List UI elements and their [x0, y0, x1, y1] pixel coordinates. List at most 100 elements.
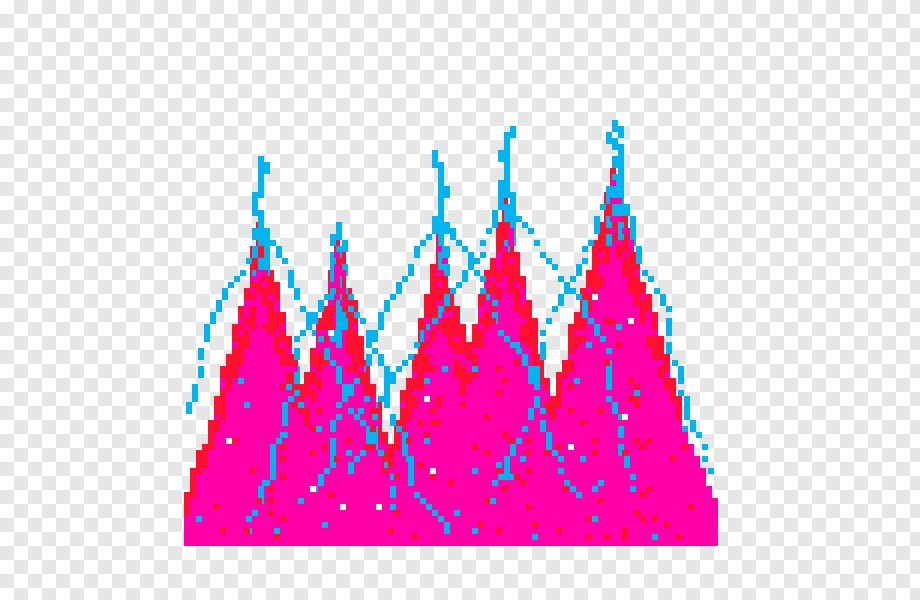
cyan-streak [630, 228, 636, 234]
speckle [466, 360, 472, 366]
cyan-streak [312, 318, 318, 324]
cyan-streak [282, 420, 288, 426]
speckle [436, 270, 442, 276]
magenta-column [688, 444, 694, 546]
speckle [484, 498, 490, 504]
cyan-streak [294, 288, 300, 294]
red-column [640, 282, 646, 324]
cyan-streak [330, 426, 336, 432]
cyan-streak [240, 270, 246, 276]
cyan-streak [282, 402, 288, 408]
speckle [688, 504, 694, 510]
cyan-streak [306, 312, 312, 318]
speckle [328, 300, 334, 306]
cyan-streak [612, 192, 618, 198]
speckle [430, 468, 436, 474]
red-column [298, 384, 304, 414]
speckle [334, 276, 340, 282]
speckle [568, 354, 574, 360]
cyan-streak [528, 408, 534, 414]
magenta-column [568, 360, 574, 546]
magenta-column [496, 288, 502, 546]
cyan-spike [258, 258, 264, 270]
cyan-streak [372, 438, 378, 444]
cyan-streak [450, 288, 456, 294]
cyan-streak [600, 336, 606, 342]
speckle [334, 294, 340, 300]
cyan-streak [672, 360, 678, 366]
speckle [622, 228, 628, 234]
speckle [250, 276, 256, 282]
cyan-spike [438, 258, 444, 270]
cyan-spike [330, 270, 336, 282]
speckle [250, 288, 256, 294]
cyan-streak [438, 306, 444, 312]
cyan-streak [348, 462, 354, 468]
speckle [256, 498, 262, 504]
magenta-column [310, 390, 316, 546]
speckle [508, 228, 514, 234]
magenta-column [370, 408, 376, 546]
speckle [214, 504, 220, 510]
cyan-spike [504, 174, 510, 186]
speckle [616, 342, 622, 348]
speckle [526, 450, 532, 456]
speckle [640, 294, 646, 300]
magenta-column [652, 348, 658, 546]
speckle [442, 258, 448, 264]
cyan-streak [258, 486, 264, 492]
magenta-column [502, 264, 508, 546]
cyan-streak [402, 432, 408, 438]
cyan-streak [582, 312, 588, 318]
cyan-streak [540, 342, 546, 348]
speckle [304, 396, 310, 402]
cyan-streak [330, 360, 336, 366]
red-column [196, 450, 202, 474]
speckle [646, 318, 652, 324]
cyan-streak [690, 426, 696, 432]
cyan-streak [384, 402, 390, 408]
speckle [322, 342, 328, 348]
cyan-streak [390, 372, 396, 378]
speckle [598, 270, 604, 276]
speckle [502, 486, 508, 492]
speckle [304, 402, 310, 408]
magenta-column [424, 360, 430, 546]
cyan-streak [660, 300, 666, 306]
speckle [628, 240, 634, 246]
cyan-streak [618, 426, 624, 432]
cyan-streak [384, 390, 390, 396]
cyan-streak [546, 444, 552, 450]
cyan-spike [618, 180, 624, 192]
cyan-streak [288, 282, 294, 288]
speckle [424, 378, 430, 384]
cyan-streak [348, 384, 354, 390]
speckle [514, 282, 520, 288]
speckle [496, 282, 502, 288]
cyan-streak [522, 222, 528, 228]
speckle [490, 294, 496, 300]
cyan-spike [264, 240, 270, 252]
magenta-column [352, 360, 358, 546]
cyan-streak [336, 414, 342, 420]
speckle [448, 480, 454, 486]
speckle [520, 318, 526, 324]
magenta-column [202, 456, 208, 546]
cyan-streak [402, 450, 408, 456]
cyan-streak [546, 438, 552, 444]
cyan-streak [234, 276, 240, 282]
cyan-streak [360, 450, 366, 456]
cyan-streak [474, 258, 480, 264]
cyan-streak [678, 390, 684, 396]
magenta-column [292, 384, 298, 546]
cyan-streak [198, 348, 204, 354]
cyan-streak [624, 456, 630, 462]
cyan-streak [636, 258, 642, 264]
speckle [382, 444, 388, 450]
cyan-streak [384, 300, 390, 306]
cyan-streak [618, 192, 624, 198]
cyan-streak [522, 426, 528, 432]
cyan-spike [618, 126, 624, 138]
magenta-column [520, 330, 526, 546]
cyan-streak [366, 342, 372, 348]
